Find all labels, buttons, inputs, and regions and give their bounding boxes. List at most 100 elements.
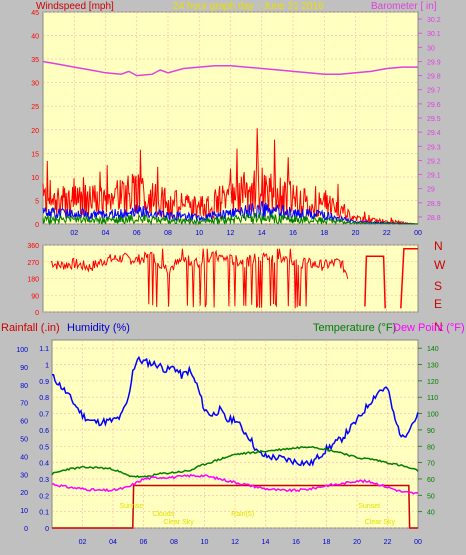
y-tick-label-barometer: 29.7	[427, 88, 441, 95]
y-tick-label-rain: 0.8	[39, 395, 49, 402]
x-tick-label-wind: 20	[352, 230, 360, 237]
wind-gust-series	[42, 128, 419, 225]
y-tick-label-wind: 30	[31, 81, 39, 88]
y-tick-label-humidity: 40	[20, 454, 28, 461]
compass-e: E	[434, 297, 442, 311]
y-tick-label-barometer: 29.3	[427, 144, 441, 151]
y-tick-label-direction: 90	[31, 293, 39, 300]
y-tick-label-rain: 0.4	[39, 461, 49, 468]
windspeed-label: Windspeed [mph]	[36, 1, 114, 12]
x-tick-label-weather: 20	[353, 539, 361, 546]
y-tick-label-temperature: 80	[427, 444, 435, 451]
x-tick-label-weather: 10	[201, 539, 209, 546]
x-tick-label-weather: 06	[140, 539, 148, 546]
event-annotation: Clear Sky	[163, 519, 194, 526]
y-tick-label-wind: 20	[31, 128, 39, 135]
event-annotation: Clear Sky	[365, 519, 396, 526]
y-tick-label-wind: 45	[31, 10, 39, 17]
barometer-label: Barometer [ in]	[371, 1, 437, 12]
y-tick-label-rain: 0.9	[39, 379, 49, 386]
y-tick-label-temperature: 70	[427, 461, 435, 468]
wind-direction-segment	[400, 247, 418, 309]
y-tick-label-direction: 360	[27, 243, 39, 250]
y-tick-label-wind: 5	[35, 198, 39, 205]
y-tick-label-humidity: 50	[20, 436, 28, 443]
y-tick-label-direction: 270	[27, 260, 39, 267]
x-tick-label-wind: 12	[227, 230, 235, 237]
x-tick-label-wind: 22	[383, 230, 391, 237]
x-tick-label-weather: 18	[323, 539, 331, 546]
y-tick-label-barometer: 29.4	[427, 130, 441, 137]
rainfall-series	[52, 484, 418, 529]
x-tick-label-wind: 00	[414, 230, 422, 237]
x-tick-label-weather: 22	[384, 539, 392, 546]
wind-average-series	[42, 200, 418, 225]
y-tick-label-barometer: 30	[427, 45, 435, 52]
y-tick-label-temperature: 90	[427, 428, 435, 435]
compass-n-bottom: N	[434, 320, 443, 334]
y-tick-label-barometer: 30.1	[427, 31, 441, 38]
y-tick-label-wind: 25	[31, 104, 39, 111]
x-tick-label-weather: 08	[170, 539, 178, 546]
y-tick-label-humidity: 20	[20, 490, 28, 497]
y-tick-label-temperature: 120	[427, 379, 439, 386]
y-tick-label-rain: 0.6	[39, 428, 49, 435]
y-tick-label-wind: 10	[31, 175, 39, 182]
event-annotation: Sunrise	[119, 503, 143, 510]
y-tick-label-humidity: 90	[20, 365, 28, 372]
y-tick-label-temperature: 110	[427, 395, 438, 402]
y-tick-label-rain: 1.1	[39, 346, 49, 353]
dewpoint-label: Dew Point (°F)	[393, 322, 465, 334]
y-tick-label-temperature: 60	[427, 477, 435, 484]
y-tick-label-rain: 0	[45, 526, 49, 533]
barometer-series	[42, 60, 418, 77]
event-annotation: Sunset	[358, 503, 380, 510]
y-tick-label-humidity: 70	[20, 401, 28, 408]
x-tick-label-wind: 04	[102, 230, 110, 237]
y-tick-label-rain: 0.3	[39, 477, 49, 484]
temperature-label: Temperature (°F)	[313, 322, 396, 334]
y-tick-label-rain: 0.2	[39, 493, 49, 500]
y-tick-label-humidity: 10	[20, 508, 28, 515]
wind-low-series	[42, 212, 418, 226]
y-tick-label-barometer: 29.5	[427, 116, 441, 123]
y-tick-label-humidity: 60	[20, 419, 28, 426]
temperature-series	[51, 445, 419, 479]
y-tick-label-direction: 0	[35, 310, 39, 317]
y-tick-label-rain: 1	[45, 363, 49, 370]
x-tick-label-wind: 16	[289, 230, 297, 237]
y-tick-label-barometer: 29	[427, 187, 435, 194]
x-tick-label-weather: 16	[292, 539, 300, 546]
x-tick-label-wind: 08	[164, 230, 172, 237]
compass-w: W	[434, 258, 446, 272]
y-tick-label-barometer: 30.2	[427, 17, 441, 24]
rainfall-label: Rainfall (.in)	[1, 322, 60, 334]
y-tick-label-barometer: 29.6	[427, 102, 441, 109]
x-tick-label-wind: 18	[320, 230, 328, 237]
dewpoint-series	[51, 473, 419, 495]
x-tick-label-weather: 14	[262, 539, 270, 546]
event-annotation: Rain(5)	[231, 511, 254, 518]
y-tick-label-barometer: 28.9	[427, 201, 441, 208]
y-tick-label-temperature: 50	[427, 493, 435, 500]
y-tick-label-barometer: 29.9	[427, 59, 441, 66]
x-tick-label-weather: 12	[231, 539, 239, 546]
x-tick-label-weather: 00	[414, 539, 422, 546]
y-tick-label-barometer: 29.2	[427, 158, 441, 165]
chart-title: 24 hour graph day - June 21 2016	[173, 1, 324, 12]
x-tick-label-wind: 10	[195, 230, 203, 237]
x-tick-label-weather: 04	[109, 539, 117, 546]
axis-layer: 05101520253035404528.828.92929.129.229.3…	[16, 10, 440, 546]
compass-s: S	[434, 279, 442, 293]
y-tick-label-rain: 0.1	[39, 510, 49, 517]
y-tick-label-barometer: 28.8	[427, 215, 441, 222]
compass-n-top: N	[434, 239, 443, 253]
humidity-series	[52, 355, 419, 467]
series-layer	[42, 60, 419, 529]
x-tick-label-wind: 02	[70, 230, 78, 237]
y-tick-label-wind: 35	[31, 57, 39, 64]
y-tick-label-temperature: 40	[427, 510, 435, 517]
wind-direction-segment	[364, 255, 386, 309]
